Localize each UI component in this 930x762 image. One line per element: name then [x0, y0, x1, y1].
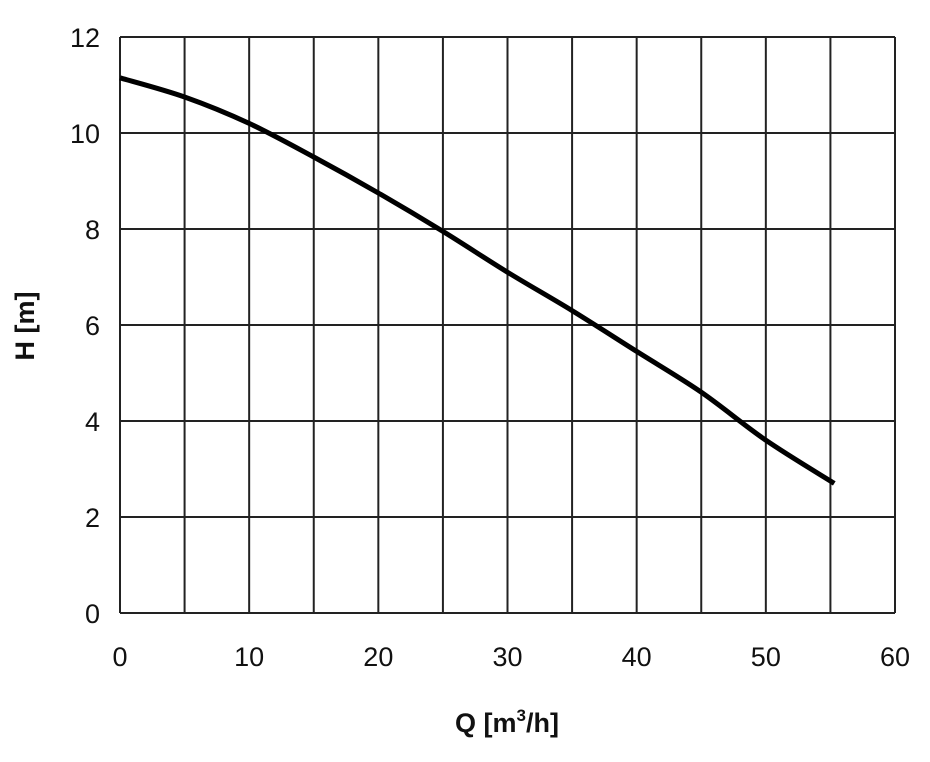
series-line: [119, 75, 836, 486]
y-tick-label: 10: [70, 119, 100, 149]
y-tick-label: 4: [85, 407, 100, 437]
x-tick-label: 50: [751, 642, 781, 672]
y-tick-labels: 0 2 4 6 8 10 12: [70, 23, 100, 629]
y-tick-label: 6: [85, 311, 100, 341]
series: [119, 75, 836, 486]
y-tick-label: 12: [70, 23, 100, 53]
x-tick-label: 20: [363, 642, 393, 672]
x-tick-label: 60: [880, 642, 910, 672]
x-tick-label: 10: [234, 642, 264, 672]
x-tick-label: 0: [112, 642, 127, 672]
x-tick-label: 40: [622, 642, 652, 672]
x-tick-labels: 0 10 20 30 40 50 60: [112, 642, 910, 672]
y-tick-label: 8: [85, 215, 100, 245]
x-tick-label: 30: [492, 642, 522, 672]
x-axis-title: Q [m3/h]: [455, 706, 559, 738]
y-axis-title: H [m]: [10, 292, 40, 361]
grid: [119, 36, 896, 614]
y-tick-label: 2: [85, 503, 100, 533]
y-tick-label: 0: [85, 599, 100, 629]
